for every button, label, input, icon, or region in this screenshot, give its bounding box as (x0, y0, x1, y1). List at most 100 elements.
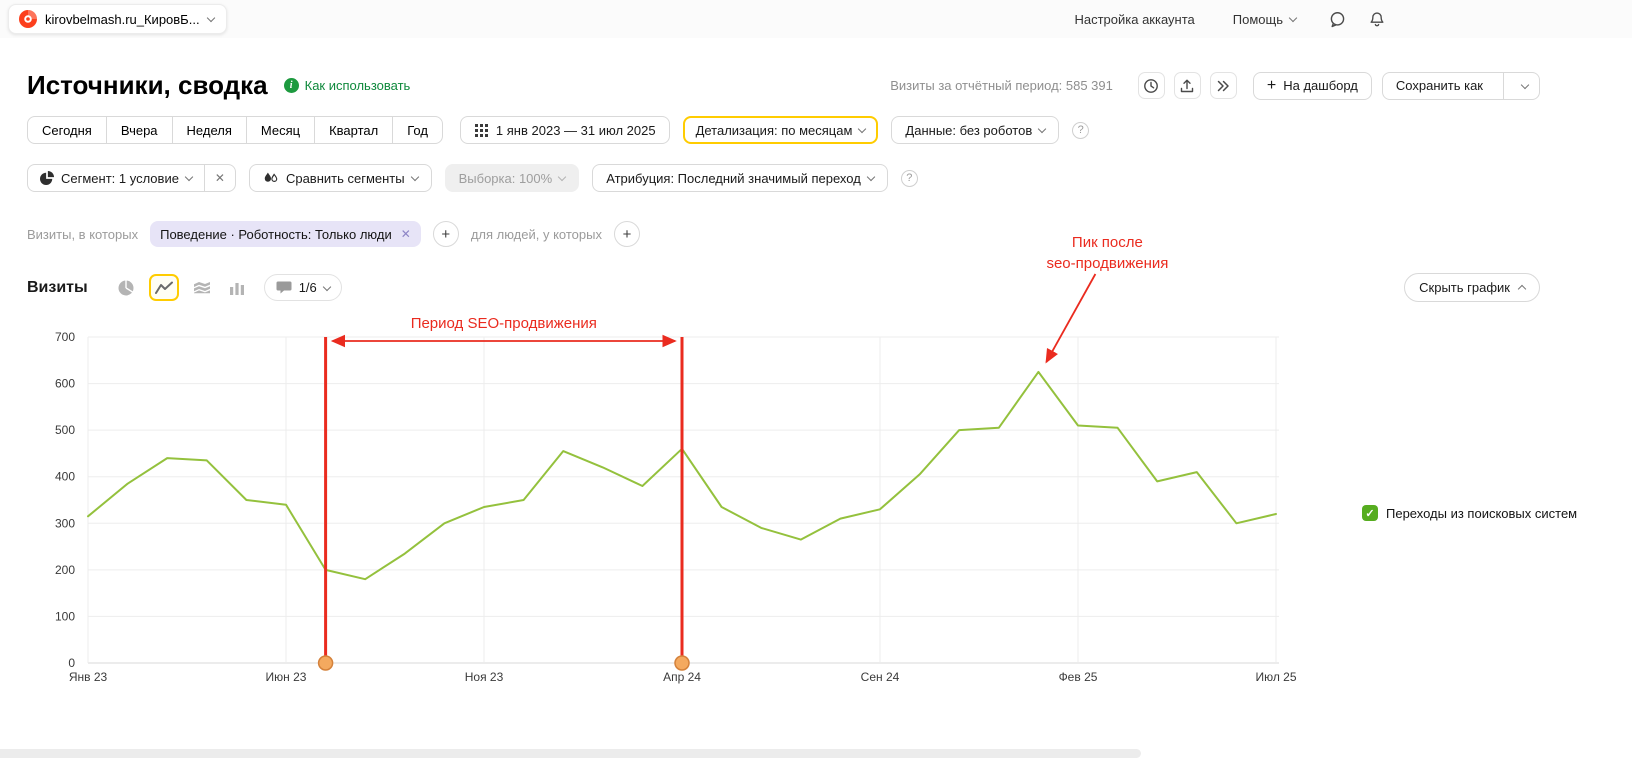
add-visit-condition-button[interactable]: + (432, 221, 459, 247)
comments-counter: 1/6 (298, 280, 317, 295)
export-button[interactable] (1173, 72, 1201, 99)
preset-week[interactable]: Неделя (171, 116, 247, 144)
peak-annotation-line1: Пик после (1072, 234, 1143, 251)
y-axis-tick-label: 700 (55, 330, 75, 344)
segment-clear-button[interactable]: ✕ (214, 171, 225, 185)
compare-segments-label: Сравнить сегменты (285, 170, 405, 186)
remove-condition-icon[interactable]: ✕ (400, 227, 411, 241)
chevron-down-icon (866, 172, 876, 182)
legend-checkbox[interactable]: ✓ (1362, 505, 1378, 521)
info-icon: i (283, 78, 299, 93)
segment-control: Сегмент: 1 условие ✕ (27, 164, 236, 192)
save-as-label: Сохранить как (1395, 78, 1483, 93)
history-button[interactable] (1137, 72, 1165, 99)
preset-month[interactable]: Месяц (245, 116, 316, 144)
help-menu[interactable]: Помощь (1233, 12, 1298, 27)
visits-in-which-label: Визиты, в которых (27, 226, 139, 242)
segment-condition-chip[interactable]: Поведение · Роботность: Только люди ✕ (150, 221, 421, 247)
add-people-condition-button[interactable]: + (614, 221, 640, 247)
y-axis-tick-label: 100 (55, 609, 75, 623)
button-divider (1503, 72, 1504, 99)
compare-segments-dropdown[interactable]: Сравнить сегменты (248, 164, 432, 192)
chevron-down-icon (1288, 13, 1298, 23)
segment-toolbar: Сегмент: 1 условие ✕ Сравнить сегменты В… (27, 164, 918, 192)
preset-today[interactable]: Сегодня (27, 116, 107, 144)
export-icon (1181, 79, 1194, 92)
comment-marker[interactable] (317, 655, 334, 671)
how-to-use-link[interactable]: i Как использовать (283, 78, 411, 93)
calendar-grid-icon (474, 123, 488, 137)
preset-quarter[interactable]: Квартал (314, 116, 394, 144)
chat-icon[interactable] (1326, 8, 1348, 30)
y-axis-tick-label: 0 (68, 656, 75, 670)
for-people-label: для людей, у которых (470, 226, 602, 242)
seo-period-label: Период SEO-продвижения (411, 315, 597, 332)
chevron-down-icon (184, 172, 194, 182)
x-axis-tick-label: Июл 25 (1255, 670, 1296, 684)
date-range-button[interactable]: 1 янв 2023 — 31 июл 2025 (459, 116, 670, 144)
help-question-icon[interactable]: ? (900, 169, 918, 187)
account-settings-link[interactable]: Настройка аккаунта (1074, 11, 1195, 27)
save-as-menu-button[interactable] (1511, 73, 1539, 99)
y-axis-tick-label: 300 (55, 516, 75, 530)
add-to-dashboard-label: На дашборд (1283, 78, 1358, 93)
y-axis-tick-label: 600 (55, 377, 75, 391)
hide-chart-button[interactable]: Скрыть график (1404, 273, 1540, 302)
series-line (87, 370, 1277, 581)
preset-yesterday[interactable]: Вчера (105, 116, 173, 144)
data-mode-label: Данные: без роботов (905, 122, 1033, 138)
how-to-use-label: Как использовать (304, 78, 411, 93)
topbar: kirovbelmash.ru_КировБ... Настройка акка… (0, 0, 1632, 38)
save-as-split-button: Сохранить как (1381, 71, 1540, 100)
comment-bubble-icon (276, 281, 292, 294)
pie-segment-icon (40, 171, 54, 185)
condition-chip-label: Поведение · Роботность: Только люди (160, 226, 392, 242)
chart-type-columns-button[interactable] (225, 276, 249, 300)
x-axis-tick-label: Июн 23 (266, 670, 307, 684)
peak-annotation-line2: seo-продвижения (1046, 255, 1168, 272)
topbar-right-group: Настройка аккаунта Помощь (1074, 0, 1388, 38)
segment-dropdown[interactable]: Сегмент: 1 условие (28, 165, 204, 191)
plus-icon: + (1266, 76, 1277, 94)
notifications-bell-icon[interactable] (1366, 8, 1388, 30)
add-to-dashboard-button[interactable]: + На дашборд (1252, 71, 1372, 100)
attribution-dropdown[interactable]: Атрибуция: Последний значимый переход (592, 164, 888, 192)
x-axis-tick-label: Ноя 23 (465, 670, 504, 684)
button-divider (203, 165, 205, 191)
help-question-icon[interactable]: ? (1072, 121, 1090, 139)
hide-chart-label: Скрыть график (1419, 280, 1510, 295)
counter-selector[interactable]: kirovbelmash.ru_КировБ... (8, 4, 227, 34)
comments-dropdown[interactable]: 1/6 (263, 274, 342, 301)
date-range-label: 1 янв 2023 — 31 июл 2025 (495, 122, 656, 138)
legend-label: Переходы из поисковых систем (1386, 505, 1578, 521)
chart-type-line-button[interactable] (148, 274, 179, 301)
sampling-dropdown[interactable]: Выборка: 100% (444, 164, 580, 192)
filters-row: Визиты, в которых Поведение · Роботность… (27, 220, 640, 248)
chevron-down-icon (1520, 80, 1530, 89)
chart-type-area-button[interactable] (190, 276, 214, 300)
counter-name: kirovbelmash.ru_КировБ... (45, 11, 200, 27)
y-axis-tick-label: 200 (55, 563, 75, 577)
title-row: Источники, сводка i Как использовать Виз… (27, 70, 1540, 101)
data-mode-dropdown[interactable]: Данные: без роботов (891, 116, 1060, 144)
save-as-button[interactable]: Сохранить как (1383, 73, 1496, 99)
line-chart-icon (154, 281, 173, 294)
chart-header: Визиты 1/6 Скрыть график (27, 273, 1540, 302)
bar-chart-icon (229, 282, 244, 295)
detalization-dropdown[interactable]: Детализация: по месяцам (682, 116, 879, 144)
preset-year[interactable]: Год (392, 116, 443, 144)
quick-actions-button[interactable] (1209, 72, 1237, 99)
chart-title: Визиты (27, 278, 88, 296)
chevron-down-icon (206, 13, 215, 23)
chart-legend: ✓ Переходы из поисковых систем (1362, 505, 1577, 521)
attribution-label: Атрибуция: Последний значимый переход (606, 170, 861, 186)
period-toolbar: Сегодня Вчера Неделя Месяц Квартал Год 1… (27, 116, 1090, 144)
comment-marker[interactable] (674, 655, 690, 671)
period-presets-group: Сегодня Вчера Неделя Месяц Квартал Год (27, 116, 443, 144)
chevron-down-icon (557, 172, 567, 182)
segment-label: Сегмент: 1 условие (61, 170, 179, 186)
horizontal-scrollbar[interactable] (0, 749, 1141, 758)
y-axis-tick-label: 500 (55, 423, 75, 437)
chart-type-pie-button[interactable] (114, 276, 138, 300)
